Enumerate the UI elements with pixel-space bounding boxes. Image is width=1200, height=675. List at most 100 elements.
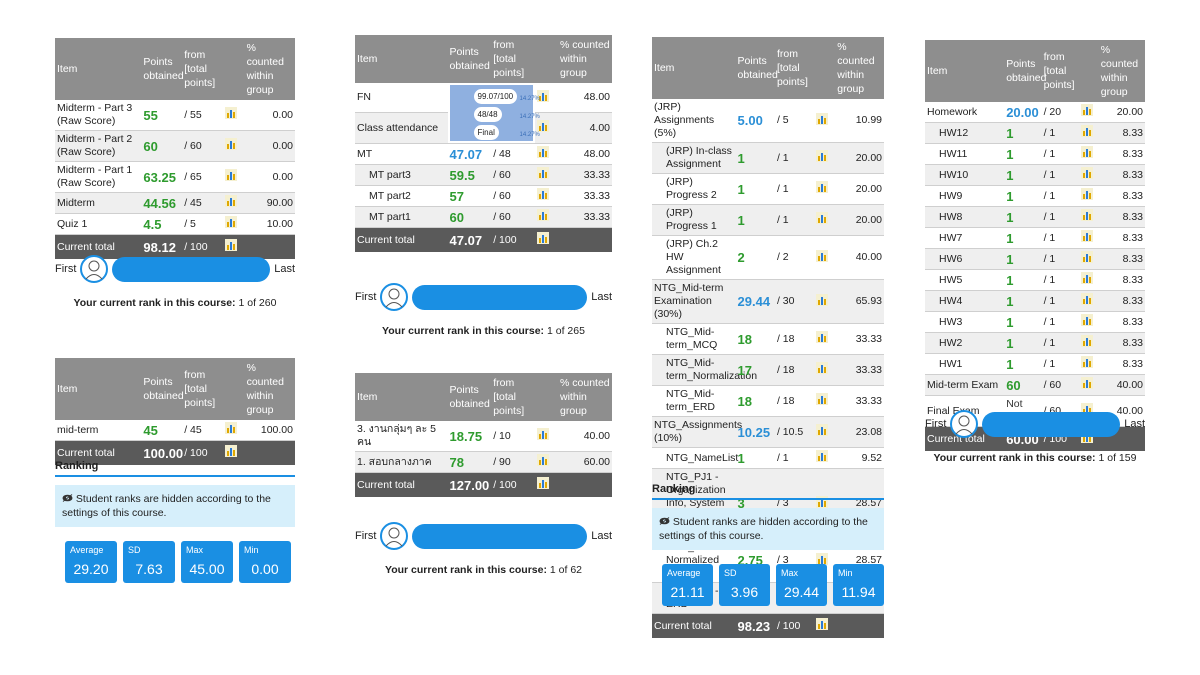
- percent: 48.00: [558, 143, 612, 165]
- stat-value: 29.20: [73, 561, 109, 577]
- chart-icon[interactable]: [816, 424, 829, 436]
- stat-box: SD 3.96: [719, 564, 770, 606]
- header-row: Item Points obtained from [total points] % …: [355, 373, 612, 421]
- chart-icon[interactable]: [816, 393, 829, 405]
- stat-box: Max 29.44: [776, 564, 827, 606]
- chart-icon[interactable]: [816, 331, 829, 343]
- chart-icon[interactable]: [1080, 146, 1093, 158]
- header-row: Item Points obtained from [total points] % …: [925, 40, 1145, 102]
- chart-icon[interactable]: [816, 618, 829, 630]
- chart-icon[interactable]: [224, 138, 237, 150]
- chart-icon[interactable]: [816, 293, 829, 306]
- chart-icon[interactable]: [816, 150, 829, 162]
- chart-icon[interactable]: [224, 422, 237, 434]
- last-label: Last: [591, 530, 612, 542]
- total-points: 127.00: [447, 472, 492, 497]
- icon-cell: [534, 143, 559, 165]
- icon-cell: [534, 185, 559, 207]
- header-cell: Points obtained: [141, 358, 184, 420]
- chart-icon[interactable]: [224, 216, 237, 228]
- rank-label: Your current rank in this course:: [933, 452, 1096, 464]
- header-cell: [814, 37, 836, 99]
- chart-icon[interactable]: [536, 120, 549, 133]
- chart-icon[interactable]: [816, 552, 829, 565]
- from-total: / 1: [1041, 290, 1079, 312]
- chart-icon[interactable]: [224, 107, 237, 119]
- item-name: mid-term: [55, 420, 142, 441]
- icon-cell: [534, 451, 559, 473]
- points: 45: [141, 420, 183, 441]
- chart-icon[interactable]: [536, 89, 549, 102]
- chart-icon[interactable]: [1080, 377, 1093, 389]
- chart-icon[interactable]: [536, 146, 549, 158]
- total-pct: [244, 440, 295, 465]
- chart-icon[interactable]: [816, 181, 829, 193]
- from-total: / 60: [491, 206, 535, 228]
- grade-row: HW11 1/ 1 8.33: [925, 143, 1145, 165]
- chart-icon[interactable]: [816, 450, 829, 462]
- icon-cell: [1078, 353, 1099, 375]
- chart-icon[interactable]: [1080, 230, 1093, 242]
- stat-label: Min: [838, 568, 853, 578]
- chart-icon[interactable]: [1080, 335, 1093, 347]
- chart-icon[interactable]: [816, 249, 829, 262]
- percent: 48.00: [558, 83, 612, 114]
- avatar: [950, 410, 979, 438]
- item-name: HW10: [925, 164, 1005, 186]
- stat-label: Max: [186, 545, 204, 555]
- points: 1: [1004, 185, 1042, 207]
- grade-row: (JRP) Ch.2 HW Assignment 2/ 2 40.00: [652, 235, 884, 280]
- chart-icon[interactable]: [1080, 272, 1093, 284]
- header-cell: Points obtained: [141, 38, 184, 100]
- item-name: (JRP) Progress 2: [652, 173, 736, 205]
- grade-row: FN 99.07/100 14.27% 48/48 14.27% Final 14.27% 4…: [355, 83, 612, 144]
- points: 1: [1004, 227, 1042, 249]
- chart-icon[interactable]: [1080, 209, 1093, 221]
- chart-icon[interactable]: [1080, 167, 1093, 179]
- from-total: / 1: [1041, 143, 1079, 165]
- chart-icon[interactable]: [224, 445, 237, 457]
- from-total: / 1: [774, 447, 815, 469]
- chart-icon[interactable]: [536, 232, 549, 244]
- chart-icon[interactable]: [1080, 356, 1093, 368]
- from-total: / 48: [491, 143, 535, 165]
- chart-icon[interactable]: [536, 188, 549, 200]
- chart-icon[interactable]: [1080, 293, 1093, 305]
- chart-icon[interactable]: [816, 362, 829, 374]
- chart-icon[interactable]: [816, 112, 829, 125]
- chart-icon[interactable]: [536, 428, 549, 440]
- chart-icon[interactable]: [224, 239, 237, 251]
- chart-icon[interactable]: [1080, 125, 1093, 137]
- icon-cell: [1078, 122, 1099, 144]
- chart-icon[interactable]: [536, 477, 549, 489]
- item-name: MT part3: [355, 164, 448, 186]
- from-total: / 10: [491, 421, 535, 452]
- chart-icon[interactable]: [1080, 104, 1093, 116]
- total-pct: [244, 234, 295, 259]
- chart-icon[interactable]: [1080, 188, 1093, 200]
- rank-bar: First Last: [55, 255, 295, 283]
- header-cell: from [total points]: [182, 38, 223, 100]
- chart-icon[interactable]: [224, 169, 237, 181]
- item-name: HW5: [925, 269, 1005, 291]
- stat-value: 11.94: [841, 584, 876, 600]
- grade-block: Ranking Student ranks are hidden accordi…: [55, 460, 295, 583]
- points: 60: [447, 206, 492, 228]
- first-label: First: [355, 291, 377, 303]
- chart-icon[interactable]: [536, 167, 549, 179]
- item-name: FN: [355, 83, 448, 114]
- chart-icon[interactable]: [536, 209, 549, 221]
- item-name: MT part2: [355, 185, 448, 207]
- chart-icon[interactable]: [1080, 251, 1093, 263]
- item-name: MT part1: [355, 206, 448, 228]
- chart-icon[interactable]: [536, 454, 549, 466]
- chart-icon[interactable]: [224, 195, 237, 207]
- grade-block: Item Points obtained from [total points] % …: [355, 35, 612, 252]
- chart-icon[interactable]: [816, 212, 829, 224]
- chart-icon[interactable]: [1080, 314, 1093, 326]
- from-total: / 1: [1041, 185, 1079, 207]
- rank-text: Your current rank in this course: 1 of 2…: [55, 297, 295, 309]
- percent: 90.00: [244, 192, 295, 214]
- rank-progress: [412, 284, 588, 310]
- grade-row: HW9 1/ 1 8.33: [925, 185, 1145, 207]
